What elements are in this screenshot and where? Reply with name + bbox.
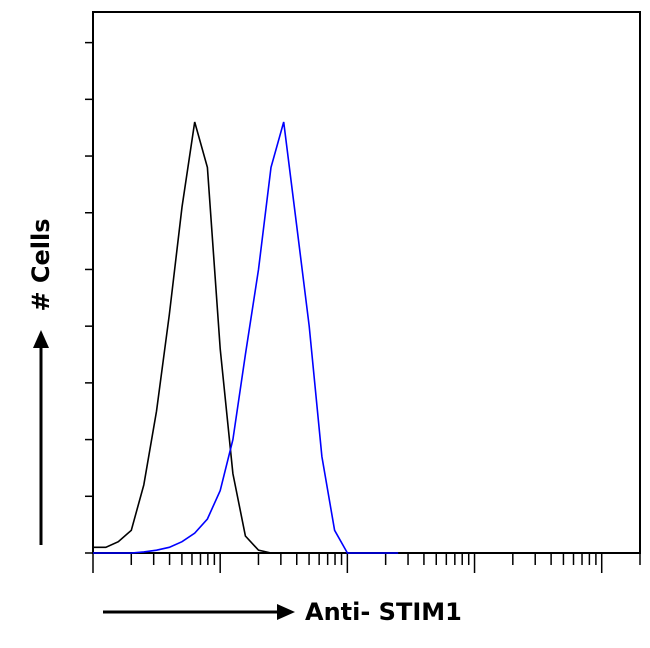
y-axis-label: # Cells <box>27 218 55 311</box>
x-arrow-head <box>277 604 295 620</box>
plot-frame <box>92 11 641 554</box>
histogram-line <box>93 121 399 554</box>
histogram-line <box>93 121 399 554</box>
y-arrow-head <box>33 330 49 348</box>
x-axis-label: Anti- STIM1 <box>305 598 462 626</box>
